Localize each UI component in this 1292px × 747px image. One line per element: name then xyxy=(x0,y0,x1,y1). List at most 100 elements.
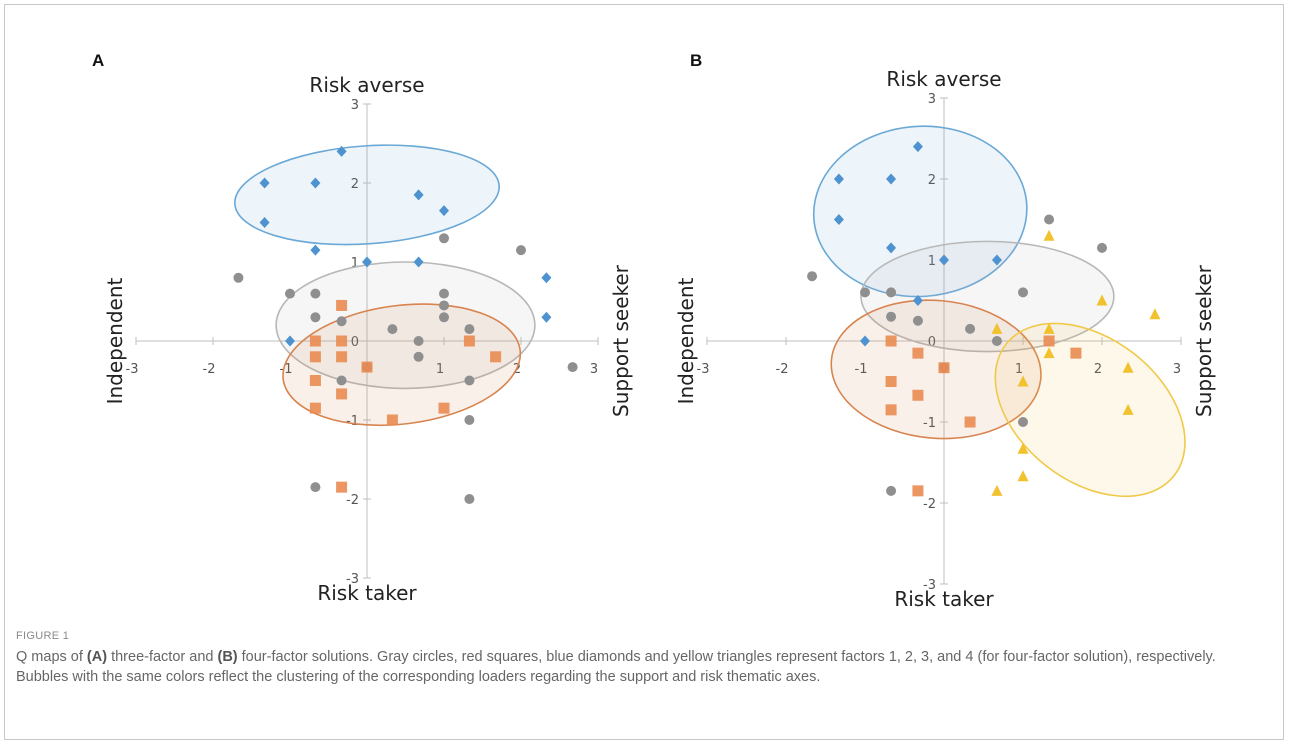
square-point xyxy=(336,481,348,493)
figure-caption: Q maps of (A) three-factor and (B) four-… xyxy=(16,647,1266,687)
x-tick-label: -3 xyxy=(697,362,710,377)
diamond-point xyxy=(860,335,870,347)
circle-point xyxy=(413,351,424,362)
y-tick-label: -3 xyxy=(923,578,936,593)
diamond-point xyxy=(336,145,347,157)
diamond-point xyxy=(886,173,897,185)
square-point xyxy=(361,361,373,373)
diamond-point xyxy=(259,177,270,189)
circle-point xyxy=(860,287,870,298)
circle-point xyxy=(886,311,897,322)
square-point xyxy=(885,376,897,387)
y-tick-label: 0 xyxy=(928,335,936,350)
y-tick-label: -2 xyxy=(923,497,936,512)
triangle-point xyxy=(1043,322,1055,334)
yellow-cluster-ellipse xyxy=(994,322,1186,498)
square-point xyxy=(490,351,502,363)
panel-label: A xyxy=(92,51,104,70)
square-point xyxy=(964,416,976,428)
circle-point xyxy=(464,324,475,335)
square-point xyxy=(309,375,321,386)
x-tick-label: 1 xyxy=(1015,362,1023,377)
circle-point xyxy=(886,287,897,298)
circle-point xyxy=(336,316,347,327)
x-tick-label: 1 xyxy=(436,362,444,377)
triangle-point xyxy=(1096,294,1108,306)
circle-point xyxy=(567,362,578,373)
y-tick-label: 1 xyxy=(351,256,359,271)
y-tick-label: 3 xyxy=(351,98,359,113)
square-point xyxy=(309,335,321,347)
caption-text-3: four-factor solutions. Gray circles, red… xyxy=(16,649,1216,685)
x-tick-label: -3 xyxy=(126,362,139,377)
circle-point xyxy=(336,375,347,386)
diamond-point xyxy=(259,217,270,228)
panel-label: B xyxy=(690,51,702,70)
x-tick-label: 3 xyxy=(590,362,598,377)
diamond-point xyxy=(541,311,552,323)
triangle-point xyxy=(1149,308,1161,320)
y-tick-label: -1 xyxy=(346,414,359,429)
square-point xyxy=(912,485,924,497)
y-tick-label: -2 xyxy=(346,493,359,508)
orange-cluster-ellipse xyxy=(830,299,1042,440)
circle-point xyxy=(516,245,526,256)
diamond-point xyxy=(939,254,949,266)
axis-label-top: Risk averse xyxy=(309,73,424,97)
circle-point xyxy=(807,271,818,282)
y-tick-label: 2 xyxy=(928,173,936,188)
y-tick-label: 3 xyxy=(928,92,936,107)
triangle-point xyxy=(1043,347,1055,359)
x-tick-label: 2 xyxy=(1094,362,1102,377)
triangle-point xyxy=(1122,403,1134,415)
triangle-point xyxy=(1017,470,1029,482)
diamond-point xyxy=(541,272,552,284)
square-point xyxy=(438,402,450,414)
circle-point xyxy=(464,494,475,504)
triangle-point xyxy=(991,484,1003,496)
triangle-point xyxy=(1017,442,1029,454)
axis-label-bottom: Risk taker xyxy=(894,587,994,611)
circle-point xyxy=(387,324,398,335)
blue-cluster-ellipse xyxy=(812,125,1028,298)
square-point xyxy=(336,388,348,400)
triangle-point xyxy=(1122,361,1134,373)
diamond-point xyxy=(991,254,1002,266)
square-point xyxy=(885,335,897,347)
axis-label-left: Independent xyxy=(674,277,698,404)
y-tick-label: 2 xyxy=(351,177,359,192)
circle-point xyxy=(464,415,475,425)
caption-bold-b: (B) xyxy=(217,649,238,665)
diamond-point xyxy=(886,242,897,254)
figure-label: FIGURE 1 xyxy=(16,630,70,642)
y-tick-label: -1 xyxy=(923,416,936,431)
triangle-point xyxy=(1043,229,1055,241)
square-point xyxy=(336,335,348,347)
diamond-point xyxy=(912,141,923,153)
square-point xyxy=(912,389,924,401)
axis-label-right: Support seeker xyxy=(1192,264,1216,417)
diamond-point xyxy=(912,295,923,306)
circle-point xyxy=(310,288,321,299)
diamond-point xyxy=(413,256,424,268)
circle-point xyxy=(439,233,449,244)
diamond-point xyxy=(310,244,321,256)
diamond-point xyxy=(413,189,424,201)
diamond-point xyxy=(362,256,372,268)
circle-point xyxy=(464,375,475,386)
circle-point xyxy=(1018,417,1028,427)
circle-point xyxy=(233,272,244,283)
diamond-point xyxy=(310,177,321,189)
x-tick-label: -2 xyxy=(203,362,216,377)
square-point xyxy=(912,347,924,359)
circle-point xyxy=(991,336,1002,346)
circle-point xyxy=(886,485,897,496)
circle-point xyxy=(1044,214,1055,225)
x-tick-label: -1 xyxy=(855,362,868,377)
diamond-point xyxy=(833,173,844,185)
caption-text-1: Q maps of xyxy=(16,649,87,665)
square-point xyxy=(1043,335,1055,347)
